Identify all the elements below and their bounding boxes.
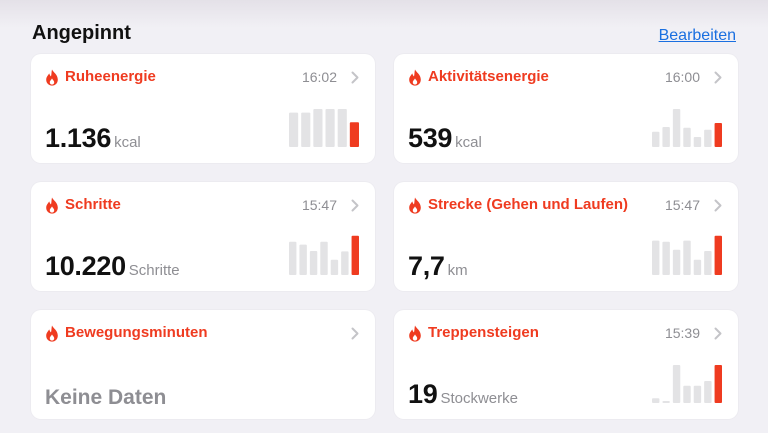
- metric-card[interactable]: Ruheenergie 16:02 1.136 kcal: [31, 54, 375, 163]
- card-header: Ruheenergie 16:02: [45, 68, 361, 88]
- card-header: Schritte 15:47: [45, 196, 361, 216]
- metric-card[interactable]: Bewegungsminuten Keine Daten: [31, 310, 375, 419]
- chart-bar: [704, 381, 712, 403]
- flame-icon: [46, 197, 58, 214]
- mini-bar-chart: [652, 365, 722, 403]
- chart-bar: [704, 251, 712, 275]
- card-unit: Stockwerke: [440, 390, 518, 407]
- chart-bar: [289, 241, 297, 275]
- chart-bar: [289, 112, 299, 147]
- card-value: 1.136: [45, 123, 112, 153]
- chevron-right-icon: [351, 327, 359, 340]
- chart-bar: [299, 244, 307, 275]
- chart-bar: [325, 109, 335, 147]
- chart-bar: [672, 109, 681, 147]
- chart-bar-current: [714, 123, 722, 147]
- chart-bar: [309, 251, 318, 275]
- flame-icon: [409, 197, 421, 214]
- flame-icon: [46, 69, 58, 86]
- chart-bar: [672, 365, 681, 403]
- card-value-row: 1.136 kcal: [45, 123, 141, 154]
- chart-bar: [662, 401, 670, 403]
- chevron-right-icon: [714, 327, 722, 340]
- card-value-row: Keine Daten: [45, 386, 166, 410]
- chart-bar: [693, 137, 702, 147]
- chart-bar: [652, 398, 660, 403]
- card-value: 19: [408, 379, 438, 409]
- mini-bar-chart: [289, 235, 359, 275]
- chart-bar: [652, 240, 660, 275]
- chart-bar: [693, 385, 702, 403]
- card-unit: kcal: [114, 134, 141, 151]
- chart-bar: [683, 127, 691, 147]
- chevron-right-icon: [351, 199, 359, 212]
- flame-icon: [46, 325, 58, 342]
- card-title: Bewegungsminuten: [65, 324, 208, 341]
- mini-bar-chart: [652, 235, 722, 275]
- card-title: Schritte: [65, 196, 121, 213]
- chart-bar-current: [714, 235, 722, 275]
- chart-bar: [683, 240, 691, 275]
- card-title: Aktivitätsenergie: [428, 68, 549, 85]
- chart-bar: [652, 131, 660, 147]
- card-value-row: 19 Stockwerke: [408, 379, 518, 410]
- card-value-row: 539 kcal: [408, 123, 482, 154]
- card-header: Bewegungsminuten: [45, 324, 361, 344]
- chart-bar: [301, 112, 311, 147]
- flame-icon: [409, 325, 421, 342]
- chart-bar: [672, 249, 681, 275]
- chart-bar: [341, 251, 349, 275]
- mini-bar-chart: [652, 109, 722, 147]
- card-timestamp: 15:47: [301, 197, 337, 213]
- card-header: Strecke (Gehen und Laufen) 15:47: [408, 196, 724, 216]
- chart-bar: [683, 385, 691, 403]
- card-value: 539: [408, 123, 453, 153]
- card-title: Strecke (Gehen und Laufen): [428, 196, 629, 213]
- mini-bar-chart: [289, 109, 359, 147]
- card-header: Aktivitätsenergie 16:00: [408, 68, 724, 88]
- chart-bar: [662, 127, 670, 147]
- card-timestamp: 15:47: [664, 197, 700, 213]
- card-timestamp: 16:00: [664, 69, 700, 85]
- chevron-right-icon: [351, 71, 359, 84]
- metric-card[interactable]: Strecke (Gehen und Laufen) 15:47 7,7 km: [394, 182, 738, 291]
- card-unit: km: [447, 262, 468, 279]
- section-title: Angepinnt: [32, 22, 131, 44]
- chart-bar: [330, 259, 339, 275]
- card-value: 7,7: [408, 251, 445, 281]
- chevron-right-icon: [714, 71, 722, 84]
- card-timestamp: 15:39: [664, 325, 700, 341]
- card-unit: Schritte: [128, 262, 180, 279]
- chart-bar-current: [349, 122, 359, 147]
- chart-bar-current: [714, 365, 722, 403]
- card-value-row: 10.220 Schritte: [45, 251, 180, 282]
- card-timestamp: 16:02: [301, 69, 337, 85]
- metric-card[interactable]: Aktivitätsenergie 16:00 539 kcal: [394, 54, 738, 163]
- chart-bar: [320, 241, 328, 275]
- card-value: 10.220: [45, 251, 126, 281]
- card-title: Treppensteigen: [428, 324, 539, 341]
- chart-bar-current: [351, 235, 359, 275]
- metric-card[interactable]: Treppensteigen 15:39 19 Stockwerke: [394, 310, 738, 419]
- chart-bar: [704, 129, 712, 147]
- chart-bar: [693, 259, 702, 275]
- card-header: Treppensteigen 15:39: [408, 324, 724, 344]
- metric-card[interactable]: Schritte 15:47 10.220 Schritte: [31, 182, 375, 291]
- flame-icon: [409, 69, 421, 86]
- edit-button[interactable]: Bearbeiten: [658, 27, 736, 44]
- chart-bar: [313, 109, 323, 147]
- card-value-row: 7,7 km: [408, 251, 468, 282]
- chart-bar: [337, 109, 347, 147]
- card-unit: kcal: [455, 134, 482, 151]
- no-data-label: Keine Daten: [45, 386, 167, 409]
- card-title: Ruheenergie: [65, 68, 156, 85]
- chevron-right-icon: [714, 199, 722, 212]
- chart-bar: [662, 241, 670, 275]
